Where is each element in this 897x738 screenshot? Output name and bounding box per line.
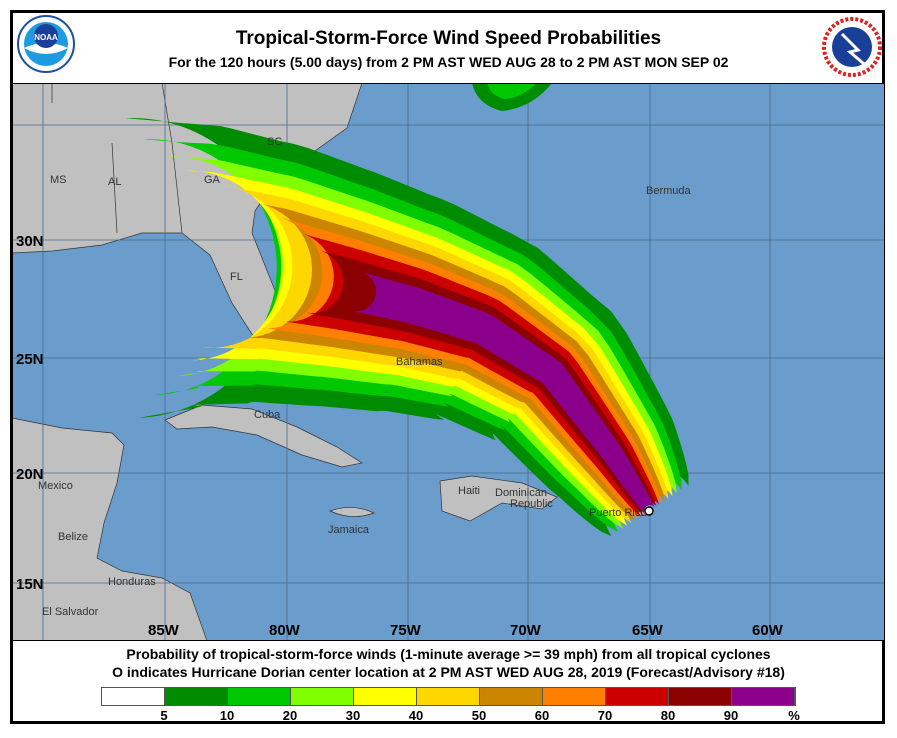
legend-swatch [606,688,669,705]
legend-tick: 70 [597,708,613,723]
label-honduras: Honduras [108,576,156,588]
legend-tick: 20 [282,708,298,723]
lat-label-25n: 25N [16,351,44,368]
legend-swatch [228,688,291,705]
legend-tick: 80 [660,708,676,723]
lon-label-65w: 65W [632,622,664,639]
lon-label-85w: 85W [148,622,180,639]
lat-label-30n: 30N [16,233,44,250]
lat-label-15n: 15N [16,576,44,593]
label-el-salvador: El Salvador [42,606,99,618]
storm-center-marker [644,506,654,516]
label-al: AL [108,176,121,188]
legend-tick: 50 [471,708,487,723]
label-belize: Belize [58,531,88,543]
label-ga: GA [204,174,221,186]
swath-band-90pct [351,271,656,515]
legend-tick: 40 [408,708,424,723]
lat-label-20n: 20N [16,466,44,483]
lon-label-75w: 75W [390,622,422,639]
legend-swatch [417,688,480,705]
label-puerto-rico: Puerto Rico [589,507,646,519]
legend-swatch [102,688,165,705]
label-bermuda: Bermuda [646,185,692,197]
legend-tick: % [788,708,800,723]
label-dominican: Dominican [495,487,547,499]
probability-map: MS AL GA SC FL Bermuda Bahamas Cuba Mexi… [12,83,885,641]
label-cuba: Cuba [254,409,281,421]
page-subtitle: For the 120 hours (5.00 days) from 2 PM … [168,54,729,70]
legend-swatch [354,688,417,705]
lon-label-60w: 60W [752,622,784,639]
svg-text:NOAA: NOAA [34,33,58,42]
legend-swatch [480,688,543,705]
label-haiti: Haiti [458,485,480,497]
label-sc: SC [267,136,282,148]
label-ms: MS [50,174,67,186]
page-title: Tropical-Storm-Force Wind Speed Probabil… [235,28,662,49]
legend-swatch [543,688,606,705]
caption-line-1: Probability of tropical-storm-force wind… [126,646,771,662]
label-bahamas: Bahamas [396,356,443,368]
lon-label-70w: 70W [510,622,542,639]
legend-swatch [165,688,228,705]
noaa-logo: NOAA [17,15,75,73]
lon-label-80w: 80W [269,622,301,639]
probability-swath [125,118,689,537]
label-jamaica: Jamaica [328,524,370,536]
label-mexico: Mexico [38,480,73,492]
nws-logo [822,17,882,77]
legend-tick: 30 [345,708,361,723]
legend-tick: 60 [534,708,550,723]
legend-tick: 10 [219,708,235,723]
northern-swath-10pct [487,83,537,99]
legend-swatch [732,688,795,705]
label-fl: FL [230,271,243,283]
legend-swatch [291,688,354,705]
legend-swatch [669,688,732,705]
legend-tick: 90 [723,708,739,723]
label-republic: Republic [510,498,553,510]
legend-tick: 5 [160,708,168,723]
caption-line-2: O indicates Hurricane Dorian center loca… [112,664,785,680]
color-legend [101,687,796,706]
